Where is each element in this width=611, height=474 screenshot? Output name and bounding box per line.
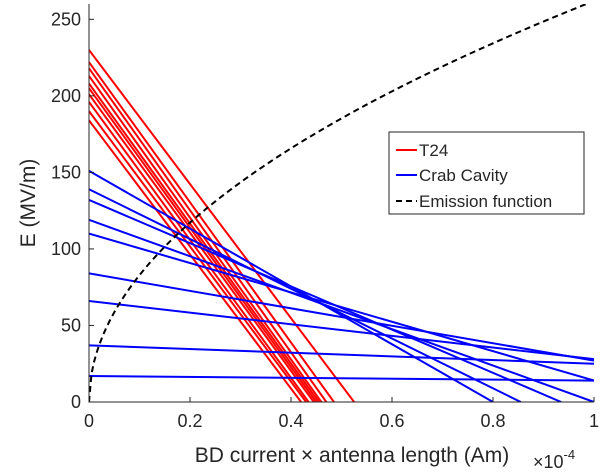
legend-label-t24: T24 [419,141,448,160]
crab-cavity-line-3 [89,199,562,402]
t24-line-3 [89,67,328,402]
x-tick-label: 1 [589,411,599,431]
x-tick-label: 0.8 [480,411,505,431]
t24-line-1 [89,49,355,402]
t24-line-4 [89,75,323,402]
t24-line-5 [89,83,320,402]
legend-label-emission-function: Emission function [419,192,552,211]
legend-label-crab-cavity: Crab Cavity [419,166,508,185]
x-tick-label: 0.4 [278,411,303,431]
crab-cavity-line-8 [89,344,594,365]
t24-line-2 [89,61,335,402]
legend: T24 Crab Cavity Emission function [388,131,585,215]
x-tick-label: 0.6 [379,411,404,431]
emission-function-curve [89,4,590,402]
x-axis-exponent-base: ×10 [533,452,564,472]
x-axis-ticks: 0 0.2 0.4 0.6 0.8 1 [84,397,599,431]
x-axis-exponent: ×10-4 [533,447,575,472]
crab-cavity-line-6 [89,272,594,362]
y-tick-label: 200 [51,86,81,106]
crab-cavity-line-7 [89,299,594,361]
legend-box [388,131,585,215]
t24-line-10 [89,119,302,402]
crab-cavity-line-5 [89,232,594,382]
x-tick-label: 0.2 [177,411,202,431]
crab-cavity-line-4 [89,218,594,402]
y-tick-label: 250 [51,9,81,29]
x-axis-exponent-power: -4 [564,447,576,462]
y-tick-label: 100 [51,239,81,259]
t24-line-9 [89,110,307,402]
y-axis-ticks: 0 50 100 150 200 250 [51,9,94,412]
crab-cavity-line-9 [89,374,594,382]
y-tick-label: 50 [61,315,81,335]
x-tick-label: 0 [84,411,94,431]
y-tick-label: 0 [71,392,81,412]
series-layer [89,4,594,402]
y-tick-label: 150 [51,162,81,182]
x-axis-label: BD current × antenna length (Am) [195,444,510,467]
y-axis-label: E (MV/m) [17,159,40,248]
